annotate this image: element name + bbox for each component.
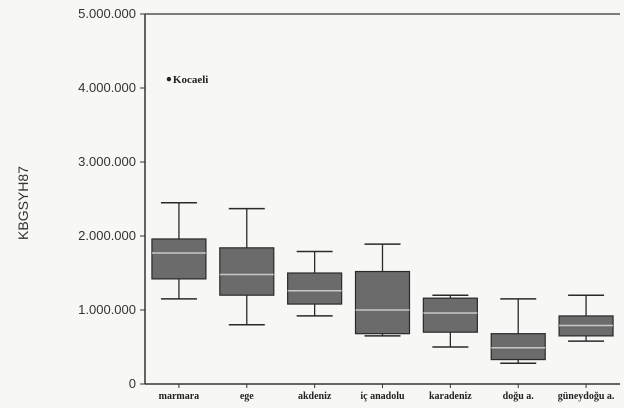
x-tick-label: doğu a. xyxy=(503,391,535,402)
x-tick-label: akdeniz xyxy=(298,391,332,402)
y-tick-label: 2.000.000 xyxy=(78,228,136,243)
y-axis-ticks: 0 1.000.000 2.000.000 3.000.000 4.000.000 5.0… xyxy=(78,6,145,391)
y-tick-label: 1.000.000 xyxy=(78,302,136,317)
x-tick-label: iç anadolu xyxy=(360,391,405,402)
box-karadeniz xyxy=(422,294,478,348)
outlier-point: Kocaeli xyxy=(166,74,208,86)
x-tick-label: marmara xyxy=(159,391,200,402)
x-tick-label: güneydoğu a. xyxy=(558,391,615,402)
box-ege xyxy=(219,207,275,326)
y-tick-label: 3.000.000 xyxy=(78,154,136,169)
box-iqr xyxy=(490,333,546,361)
x-tick-label: karadeniz xyxy=(429,391,472,402)
y-tick-label: 0 xyxy=(129,376,136,391)
y-tick-label: 5.000.000 xyxy=(78,6,136,21)
y-axis-label: KBGSYH87 xyxy=(15,166,31,240)
box-akdeniz xyxy=(287,250,343,317)
box-do-u-a- xyxy=(490,298,546,365)
box-iqr xyxy=(354,270,411,335)
y-tick-label: 4.000.000 xyxy=(78,80,136,95)
box-marmara xyxy=(151,201,207,300)
box-iqr xyxy=(219,247,275,296)
x-tick-label: ege xyxy=(240,391,254,402)
box-iqr xyxy=(287,272,343,305)
box-iqr xyxy=(422,297,478,333)
boxes: Kocaeli xyxy=(151,74,614,365)
x-axis-categories: marmara ege akdeniz iç anadolu karadeniz doğu… xyxy=(159,384,615,402)
outlier-label: Kocaeli xyxy=(173,74,208,86)
outlier-marker xyxy=(166,76,172,82)
box-g-neydo-u-a- xyxy=(558,294,614,342)
box-i-anadolu xyxy=(354,243,411,337)
axes xyxy=(144,13,620,385)
box-iqr xyxy=(151,238,207,280)
